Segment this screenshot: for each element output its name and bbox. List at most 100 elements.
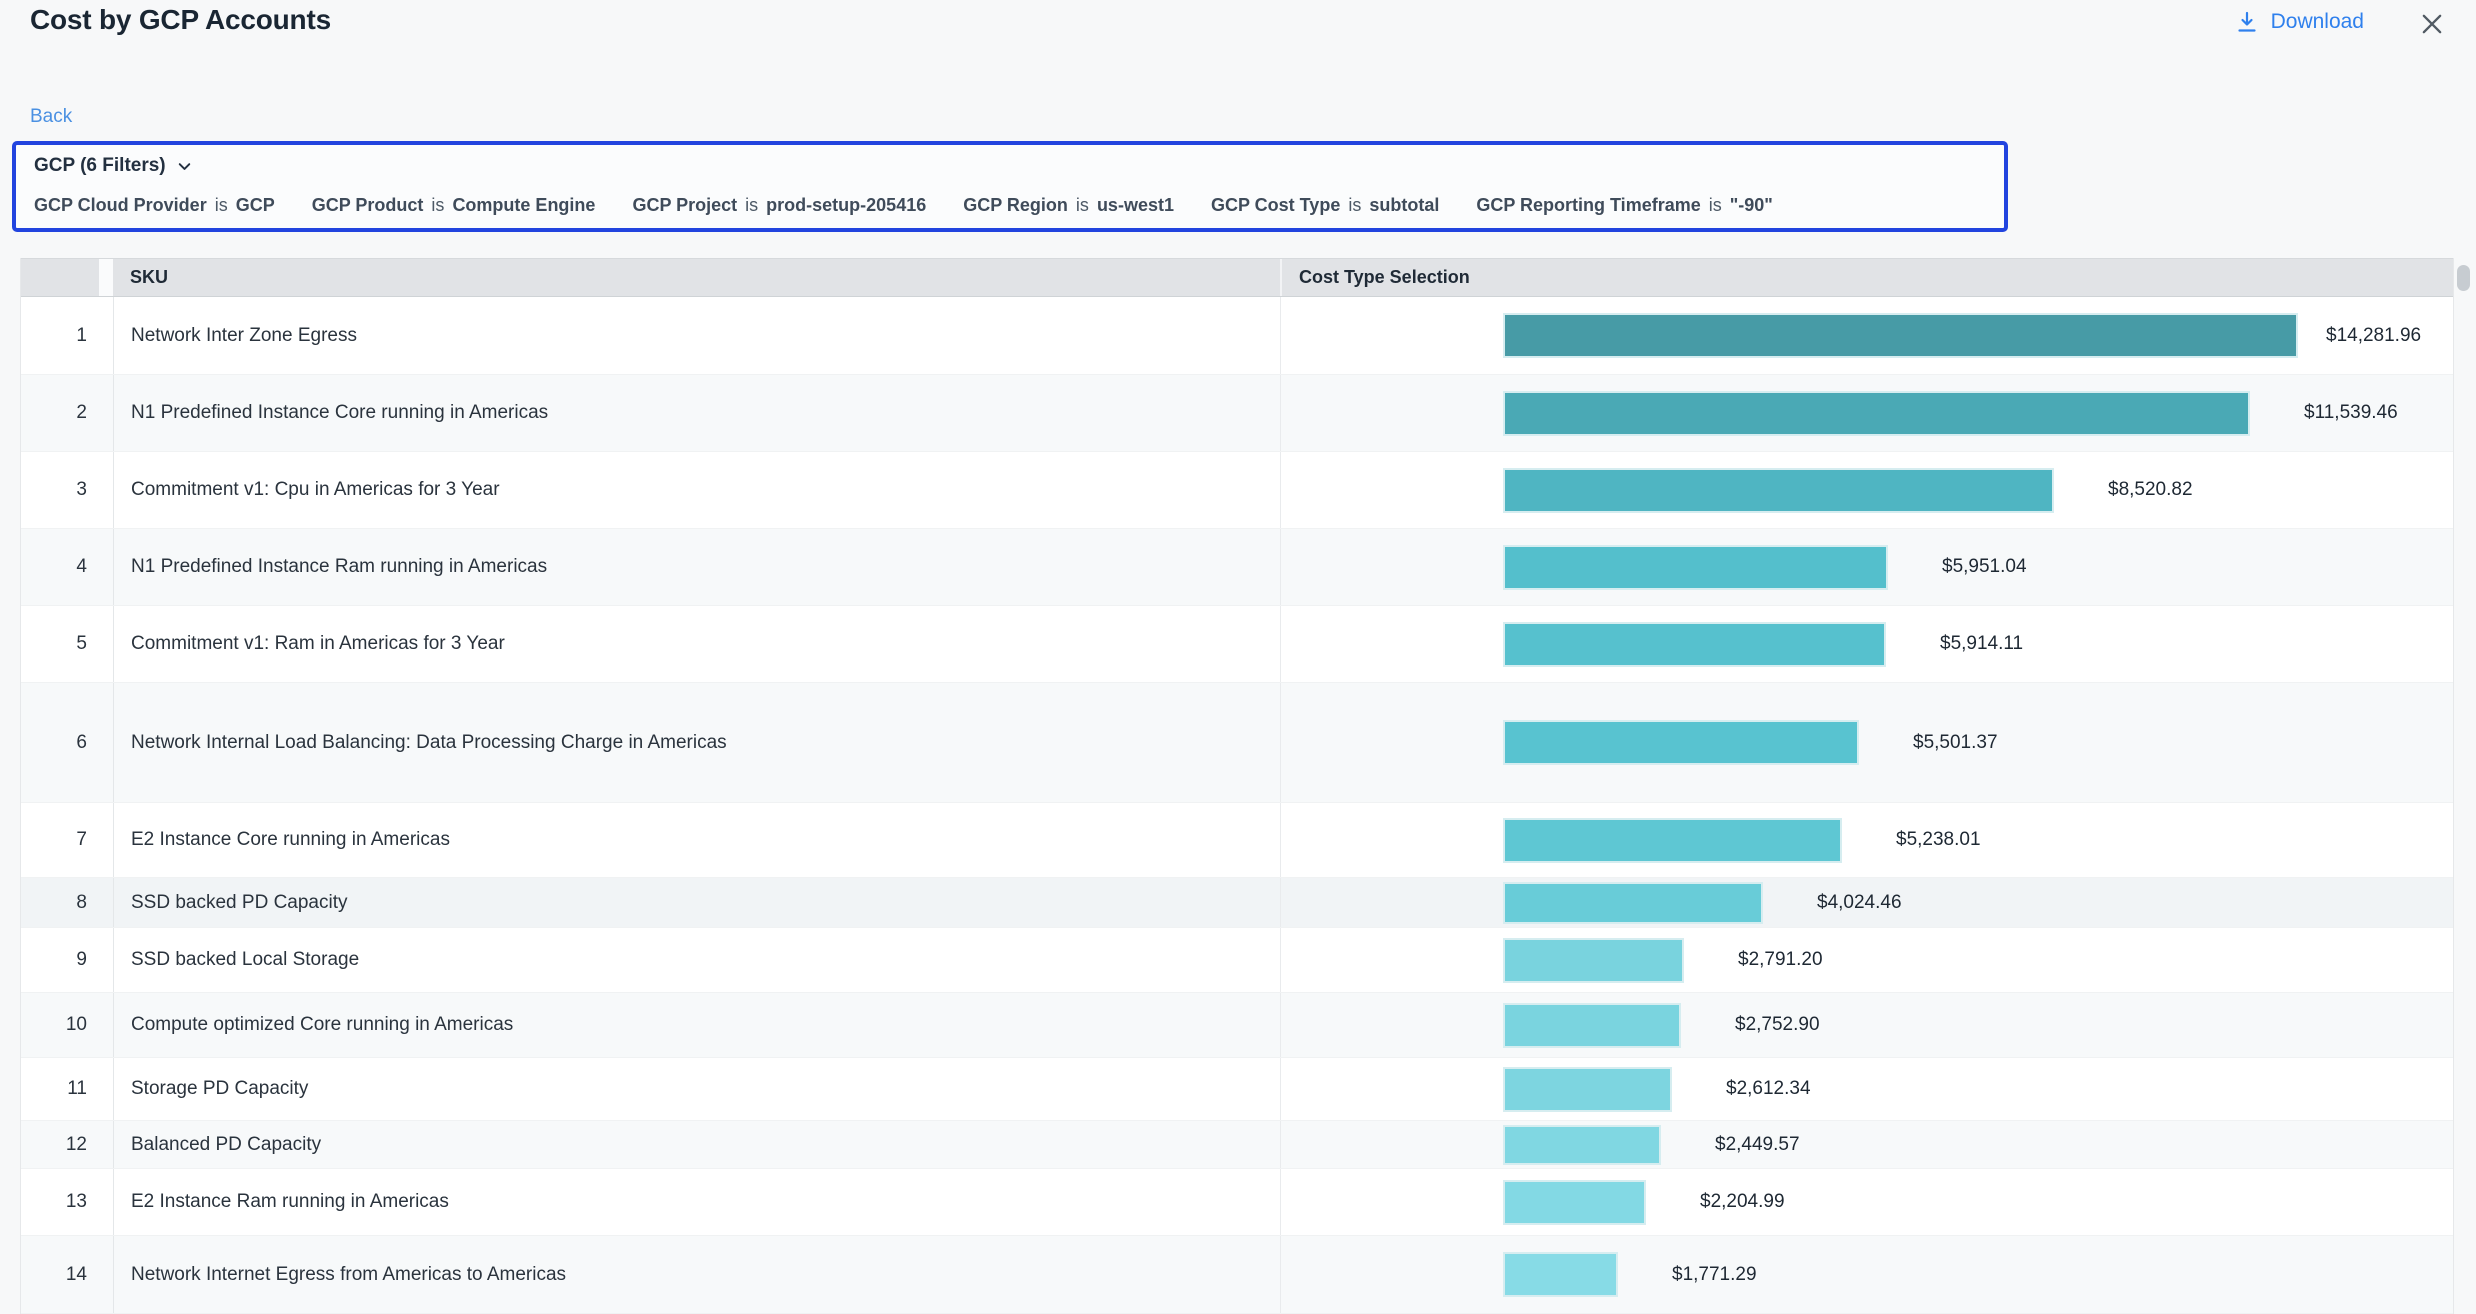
row-number: 9 (76, 949, 87, 970)
filter-value: prod-setup-205416 (766, 195, 927, 215)
filter-field: GCP Reporting Timeframe (1476, 195, 1701, 215)
cost-bar (1503, 1066, 1672, 1112)
sku-cell: Commitment v1: Ram in Americas for 3 Yea… (113, 606, 1280, 682)
filter-field: GCP Product (311, 195, 424, 215)
sku-column-label: SKU (130, 267, 169, 287)
cost-bar-cell: $2,612.34 (1280, 1058, 2453, 1120)
cost-bar (1503, 720, 1859, 765)
table-row[interactable]: 4 N1 Predefined Instance Ram running in … (21, 529, 2453, 606)
table-row[interactable]: 7 E2 Instance Core running in Americas $… (21, 803, 2453, 878)
cost-bar-cell: $2,449.57 (1280, 1121, 2453, 1168)
sku-cell: Balanced PD Capacity (113, 1121, 1280, 1168)
cost-bar (1503, 1179, 1646, 1225)
table-row[interactable]: 14 Network Internet Egress from Americas… (21, 1236, 2453, 1314)
cost-value-label: $5,238.01 (1896, 829, 1981, 850)
cost-bar-cell: $1,771.29 (1280, 1236, 2453, 1313)
row-number: 13 (65, 1191, 87, 1212)
download-icon (2235, 10, 2259, 34)
cost-bar (1503, 544, 1888, 590)
cost-bar-cell: $14,281.96 (1280, 297, 2453, 374)
cost-value-label: $4,024.46 (1817, 891, 1902, 913)
sku-cell: Storage PD Capacity (113, 1058, 1280, 1120)
filter-chip[interactable]: GCP Project is prod-setup-205416 (632, 195, 926, 216)
sku-cell: Network Internet Egress from Americas to… (113, 1236, 1280, 1313)
filter-value: subtotal (1369, 195, 1440, 215)
cost-value-label: $2,791.20 (1738, 949, 1823, 970)
cost-bar (1503, 313, 2298, 358)
cost-bar-cell: $2,791.20 (1280, 928, 2453, 992)
filter-operator: is (1703, 195, 1727, 215)
sku-cell: SSD backed Local Storage (113, 928, 1280, 992)
cost-bar (1503, 390, 2250, 436)
sku-cell: N1 Predefined Instance Ram running in Am… (113, 529, 1280, 605)
table-row[interactable]: 3 Commitment v1: Cpu in Americas for 3 Y… (21, 452, 2453, 529)
download-label: Download (2270, 10, 2364, 33)
row-number: 7 (76, 829, 87, 850)
cost-bar-cell: $11,539.46 (1280, 375, 2453, 451)
header-column-gap (99, 259, 113, 296)
download-button[interactable]: Download (2235, 10, 2364, 34)
back-link[interactable]: Back (30, 106, 73, 127)
filter-value: us-west1 (1096, 195, 1174, 215)
table-row[interactable]: 5 Commitment v1: Ram in Americas for 3 Y… (21, 606, 2453, 683)
scrollbar-thumb[interactable] (2457, 265, 2470, 291)
filter-value: "-90" (1729, 195, 1773, 215)
cost-bar-cell: $5,238.01 (1280, 803, 2453, 877)
filter-chip[interactable]: GCP Region is us-west1 (963, 195, 1174, 216)
filter-box: GCP (6 Filters) GCP Cloud Provider is GC… (12, 141, 2008, 232)
header-row-number-column (21, 259, 99, 296)
cost-value-label: $1,771.29 (1672, 1263, 1757, 1285)
cost-bar (1503, 1124, 1661, 1165)
table-body: 1 Network Inter Zone Egress $14,281.96 2… (21, 297, 2453, 1314)
row-number: 8 (76, 891, 87, 913)
table-header: SKU Cost Type Selection (21, 258, 2453, 297)
cost-value-label: $5,951.04 (1942, 556, 2027, 577)
cost-value-label: $8,520.82 (2108, 479, 2193, 500)
close-button[interactable] (2418, 10, 2446, 38)
sku-cell: N1 Predefined Instance Core running in A… (113, 375, 1280, 451)
cost-value-label: $14,281.96 (2326, 324, 2422, 346)
sku-cell: SSD backed PD Capacity (113, 878, 1280, 927)
table-row[interactable]: 10 Compute optimized Core running in Ame… (21, 993, 2453, 1058)
sku-cell: Network Inter Zone Egress (113, 297, 1280, 374)
row-number: 4 (76, 556, 87, 577)
row-number: 14 (65, 1263, 87, 1285)
filter-chip[interactable]: GCP Product is Compute Engine (312, 195, 596, 216)
cost-bar (1503, 1002, 1681, 1048)
cost-value-label: $2,752.90 (1735, 1014, 1820, 1035)
filter-chip[interactable]: GCP Reporting Timeframe is "-90" (1476, 195, 1773, 216)
cost-bar (1503, 937, 1684, 983)
row-number: 6 (76, 731, 87, 753)
row-number: 5 (76, 633, 87, 654)
table-row[interactable]: 2 N1 Predefined Instance Core running in… (21, 375, 2453, 452)
filter-field: GCP Cost Type (1210, 195, 1341, 215)
close-icon (2422, 14, 2442, 34)
header-cost-type-column[interactable]: Cost Type Selection (1280, 259, 2453, 296)
cost-value-label: $2,204.99 (1700, 1191, 1785, 1212)
filter-summary-dropdown[interactable]: GCP (6 Filters) (34, 155, 193, 177)
sku-cell: E2 Instance Ram running in Americas (113, 1169, 1280, 1235)
filter-operator: is (1070, 195, 1094, 215)
sku-cell: Compute optimized Core running in Americ… (113, 993, 1280, 1057)
table-row[interactable]: 11 Storage PD Capacity $2,612.34 (21, 1058, 2453, 1121)
filter-field: GCP Cloud Provider (34, 195, 207, 215)
table-row[interactable]: 8 SSD backed PD Capacity $4,024.46 (21, 878, 2453, 928)
cost-bar (1503, 621, 1886, 667)
filter-operator: is (426, 195, 450, 215)
header-sku-column[interactable]: SKU (113, 259, 1280, 296)
cost-value-label: $5,914.11 (1940, 633, 2024, 654)
cost-bar-cell: $2,752.90 (1280, 993, 2453, 1057)
filter-chip[interactable]: GCP Cloud Provider is GCP (34, 195, 275, 216)
cost-value-label: $2,449.57 (1715, 1133, 1800, 1155)
table-row[interactable]: 13 E2 Instance Ram running in Americas $… (21, 1169, 2453, 1236)
filter-chip[interactable]: GCP Cost Type is subtotal (1211, 195, 1439, 216)
table-row[interactable]: 9 SSD backed Local Storage $2,791.20 (21, 928, 2453, 993)
table-row[interactable]: 1 Network Inter Zone Egress $14,281.96 (21, 297, 2453, 375)
filter-summary-label: GCP (6 Filters) (34, 155, 166, 176)
table-row[interactable]: 12 Balanced PD Capacity $2,449.57 (21, 1121, 2453, 1169)
sku-cell: Commitment v1: Cpu in Americas for 3 Yea… (113, 452, 1280, 528)
cost-value-label: $11,539.46 (2304, 402, 2398, 423)
filter-operator: is (740, 195, 764, 215)
table-row[interactable]: 6 Network Internal Load Balancing: Data … (21, 683, 2453, 803)
